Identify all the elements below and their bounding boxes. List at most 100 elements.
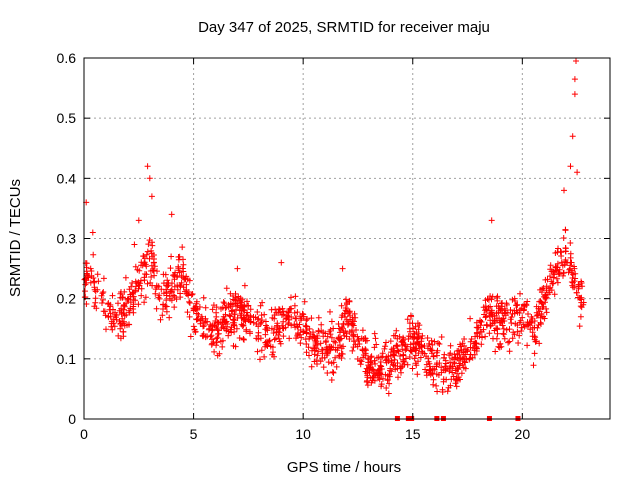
data-point bbox=[570, 284, 576, 291]
data-point bbox=[144, 280, 151, 287]
data-point bbox=[181, 275, 188, 282]
data-point bbox=[127, 291, 134, 298]
data-point bbox=[113, 312, 120, 319]
data-point bbox=[487, 317, 494, 324]
data-point bbox=[121, 312, 128, 319]
data-point bbox=[500, 325, 507, 332]
data-point bbox=[166, 293, 173, 300]
data-point bbox=[232, 290, 239, 297]
data-point bbox=[519, 314, 526, 321]
data-point bbox=[408, 313, 415, 320]
data-point bbox=[503, 301, 510, 308]
data-point bbox=[147, 279, 154, 286]
data-point bbox=[135, 282, 142, 289]
data-point bbox=[149, 267, 156, 274]
data-point bbox=[83, 268, 90, 275]
data-point bbox=[464, 348, 471, 355]
data-point-peak bbox=[135, 217, 142, 224]
data-point bbox=[484, 322, 491, 329]
data-point bbox=[240, 336, 247, 342]
data-point bbox=[280, 333, 287, 340]
data-point bbox=[457, 341, 463, 348]
data-point bbox=[498, 343, 505, 350]
data-point bbox=[533, 312, 540, 319]
data-point bbox=[247, 330, 253, 337]
data-point bbox=[355, 337, 362, 344]
data-point bbox=[195, 311, 202, 318]
data-point bbox=[388, 346, 395, 353]
y-tick-label: 0.2 bbox=[57, 291, 77, 307]
data-point bbox=[493, 325, 500, 332]
data-point bbox=[343, 296, 349, 303]
data-point bbox=[577, 295, 584, 302]
data-point bbox=[240, 306, 247, 313]
data-point bbox=[448, 376, 455, 383]
data-point bbox=[439, 386, 446, 393]
data-point bbox=[488, 296, 495, 303]
data-point bbox=[408, 348, 415, 355]
data-point bbox=[202, 304, 209, 311]
data-point bbox=[255, 315, 262, 322]
data-point bbox=[148, 262, 155, 269]
data-point bbox=[517, 317, 524, 324]
data-point bbox=[529, 318, 535, 325]
data-point bbox=[388, 359, 395, 366]
data-point bbox=[244, 309, 251, 316]
data-point-peak bbox=[567, 163, 574, 170]
data-point bbox=[398, 369, 404, 376]
data-point bbox=[190, 307, 197, 313]
data-point bbox=[250, 314, 257, 320]
data-point bbox=[269, 314, 276, 321]
data-point bbox=[547, 284, 554, 291]
data-point bbox=[386, 380, 393, 387]
data-point bbox=[107, 313, 114, 320]
data-point bbox=[443, 360, 449, 367]
data-point bbox=[280, 308, 287, 315]
data-point bbox=[478, 319, 485, 325]
data-point bbox=[300, 311, 307, 318]
data-point bbox=[382, 343, 389, 350]
data-point bbox=[547, 266, 554, 273]
data-point bbox=[553, 275, 560, 282]
data-point bbox=[122, 274, 129, 281]
data-point bbox=[116, 307, 123, 314]
data-point bbox=[393, 327, 400, 334]
data-point bbox=[117, 294, 124, 301]
data-point bbox=[309, 334, 316, 341]
data-point bbox=[99, 300, 105, 306]
data-point bbox=[183, 281, 190, 288]
data-point bbox=[81, 294, 88, 301]
data-point bbox=[429, 341, 436, 348]
data-point bbox=[440, 378, 447, 385]
data-point bbox=[494, 326, 501, 333]
data-point bbox=[474, 324, 481, 331]
data-point bbox=[463, 355, 470, 362]
data-point bbox=[152, 290, 159, 297]
data-point bbox=[425, 355, 432, 362]
data-point bbox=[540, 285, 547, 291]
data-point bbox=[210, 302, 217, 309]
data-point bbox=[117, 320, 124, 327]
data-point bbox=[438, 334, 445, 340]
data-point bbox=[335, 321, 342, 327]
data-point bbox=[407, 347, 414, 354]
data-point bbox=[537, 286, 544, 293]
data-point bbox=[495, 303, 502, 309]
data-point bbox=[471, 347, 478, 354]
y-tick-label: 0.1 bbox=[57, 351, 77, 367]
data-point bbox=[538, 299, 545, 306]
data-point bbox=[291, 302, 298, 309]
data-point bbox=[337, 335, 344, 342]
data-point bbox=[357, 357, 363, 364]
data-point bbox=[267, 343, 274, 350]
data-point bbox=[213, 323, 219, 330]
data-point bbox=[364, 382, 371, 389]
data-point bbox=[332, 346, 339, 353]
data-point bbox=[291, 321, 298, 328]
data-point bbox=[319, 347, 326, 353]
data-point bbox=[356, 341, 363, 347]
data-point bbox=[326, 328, 333, 335]
data-point bbox=[305, 344, 312, 351]
data-point bbox=[153, 305, 160, 312]
data-point-peak bbox=[339, 265, 346, 272]
